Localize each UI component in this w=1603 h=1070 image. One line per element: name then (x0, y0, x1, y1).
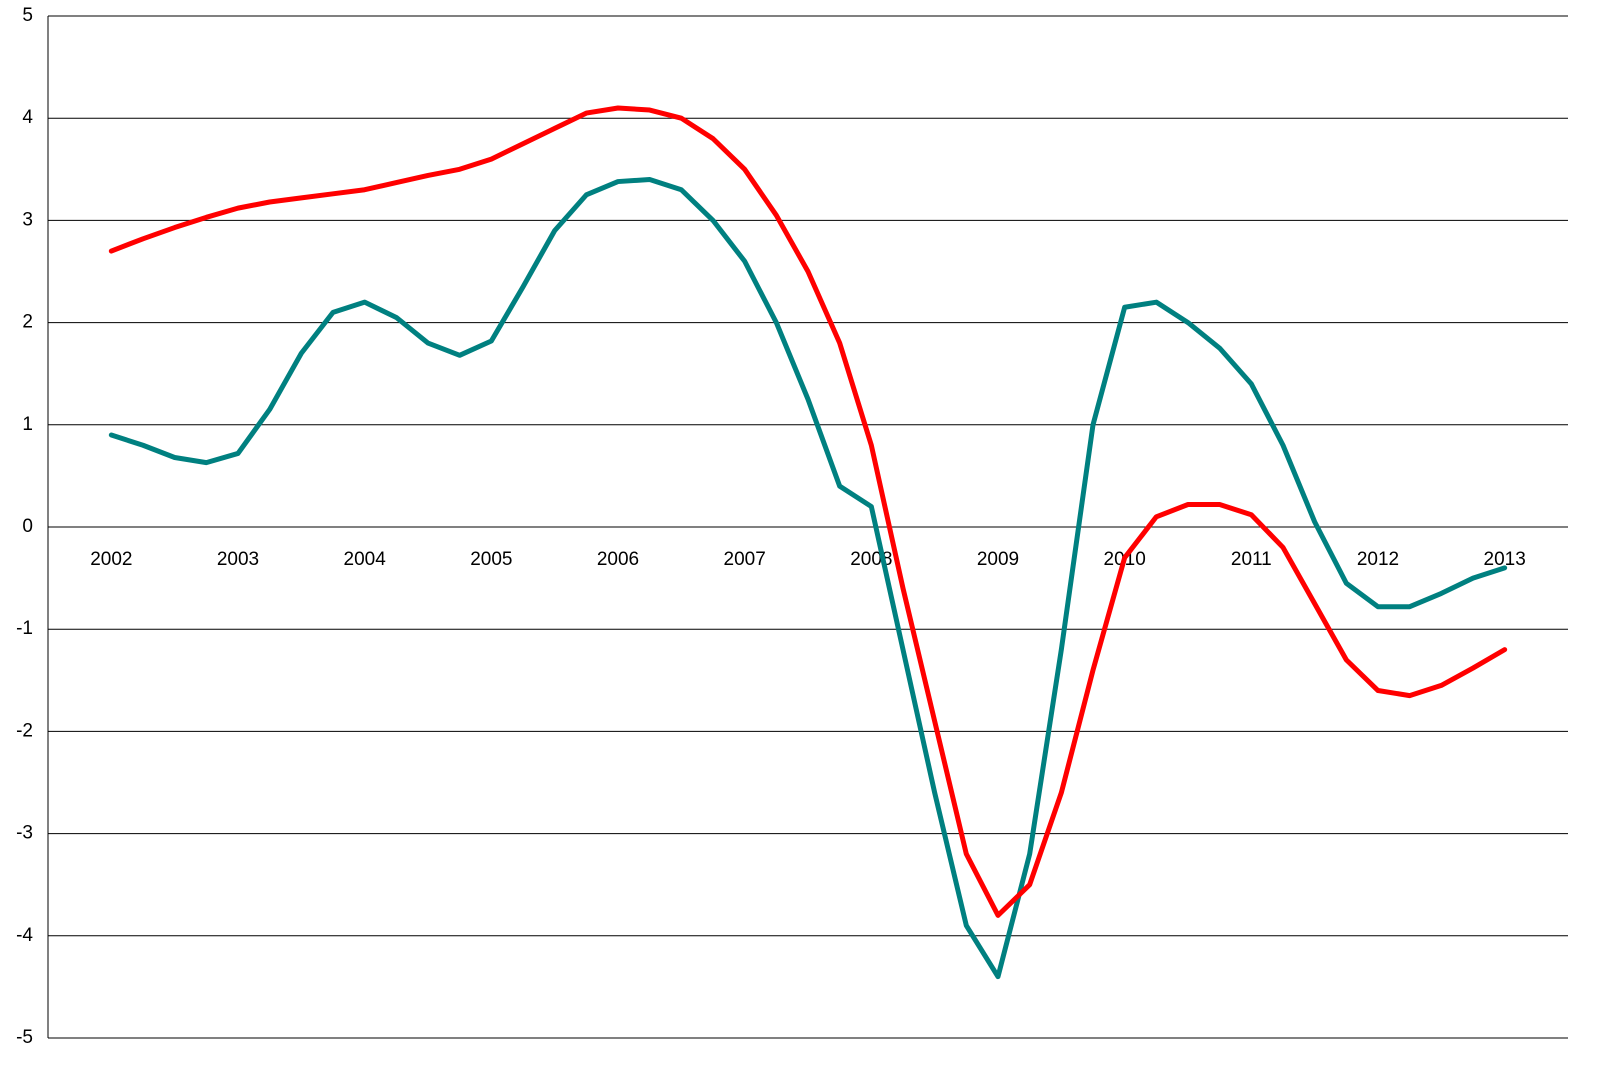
y-tick-label: -1 (16, 618, 33, 639)
x-tick-label: 2009 (977, 549, 1019, 570)
x-tick-label: 2006 (597, 549, 639, 570)
y-tick-label: 2 (22, 312, 33, 333)
line-series (108, 177, 1508, 980)
x-tick-label: 2005 (470, 549, 512, 570)
x-tick-label: 2013 (1484, 549, 1526, 570)
y-tick-label: 0 (22, 516, 33, 537)
line-series (108, 105, 1508, 918)
x-tick-label: 2012 (1357, 549, 1399, 570)
x-tick-label: 2004 (344, 549, 387, 570)
x-tick-label: 2002 (90, 549, 132, 570)
y-tick-label: -2 (16, 720, 33, 741)
y-tick-label: -4 (16, 925, 33, 946)
y-tick-label: -3 (16, 823, 33, 844)
x-tick-label: 2007 (724, 549, 766, 570)
y-tick-label: 1 (22, 414, 33, 435)
y-tick-label: 3 (22, 209, 33, 230)
y-tick-label: -5 (16, 1027, 33, 1048)
x-tick-label: 2003 (217, 549, 259, 570)
y-tick-label: 4 (22, 107, 33, 128)
x-tick-label: 2011 (1231, 549, 1272, 570)
y-tick-label: 5 (22, 5, 33, 26)
